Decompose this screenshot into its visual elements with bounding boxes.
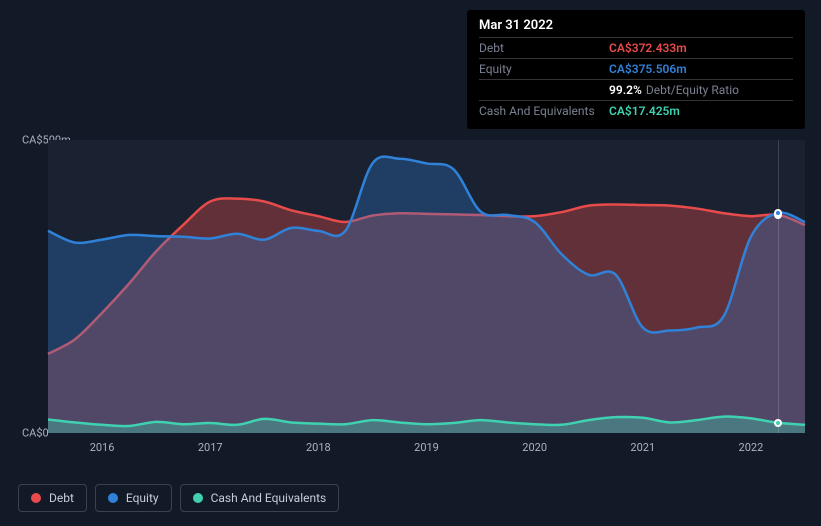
x-axis-tick: 2018 <box>306 441 331 454</box>
tooltip-row: Cash And EquivalentsCA$17.425m <box>479 100 793 121</box>
tooltip-row-value: CA$375.506m <box>609 62 687 76</box>
tooltip-row-label: Equity <box>479 62 609 76</box>
tooltip-row-value: CA$17.425m <box>609 104 680 118</box>
tooltip-row: DebtCA$372.433m <box>479 37 793 58</box>
x-axis-tick: 2017 <box>198 441 223 454</box>
x-axis-tick: 2020 <box>522 441 547 454</box>
tooltip-row-label: Debt <box>479 41 609 55</box>
chart-legend: Debt Equity Cash And Equivalents <box>18 484 339 512</box>
hover-marker-equity <box>774 209 782 217</box>
tooltip-row: 99.2%Debt/Equity Ratio <box>479 79 793 100</box>
plot-area[interactable] <box>48 140 805 433</box>
x-axis-tick: 2022 <box>739 441 764 454</box>
legend-item-debt[interactable]: Debt <box>18 484 87 512</box>
tooltip-row-value: 99.2%Debt/Equity Ratio <box>609 83 739 97</box>
tooltip-row-label: Cash And Equivalents <box>479 104 609 118</box>
legend-label: Equity <box>126 491 159 505</box>
debt-equity-chart: CA$500mCA$0 2016201720182019202020212022 <box>18 140 805 466</box>
tooltip-row: EquityCA$375.506m <box>479 58 793 79</box>
hover-guideline <box>778 140 779 433</box>
y-axis-label: CA$0 <box>22 427 49 440</box>
legend-item-cash-and-equivalents[interactable]: Cash And Equivalents <box>180 484 340 512</box>
x-axis-tick: 2021 <box>630 441 655 454</box>
legend-label: Cash And Equivalents <box>211 491 327 505</box>
legend-swatch <box>108 493 118 503</box>
legend-swatch <box>31 493 41 503</box>
tooltip-row-sub: Debt/Equity Ratio <box>646 83 739 97</box>
chart-tooltip: Mar 31 2022 DebtCA$372.433mEquityCA$375.… <box>467 10 805 129</box>
x-axis: 2016 2017 2018 2019 2020 2021 2022 <box>48 433 805 463</box>
legend-label: Debt <box>49 491 74 505</box>
legend-swatch <box>193 493 203 503</box>
tooltip-date: Mar 31 2022 <box>479 18 793 37</box>
tooltip-row-value: CA$372.433m <box>609 41 687 55</box>
hover-marker-cash-and-equivalents <box>774 419 782 427</box>
x-axis-tick: 2019 <box>414 441 439 454</box>
x-axis-tick: 2016 <box>90 441 115 454</box>
tooltip-row-label <box>479 83 609 97</box>
legend-item-equity[interactable]: Equity <box>95 484 172 512</box>
